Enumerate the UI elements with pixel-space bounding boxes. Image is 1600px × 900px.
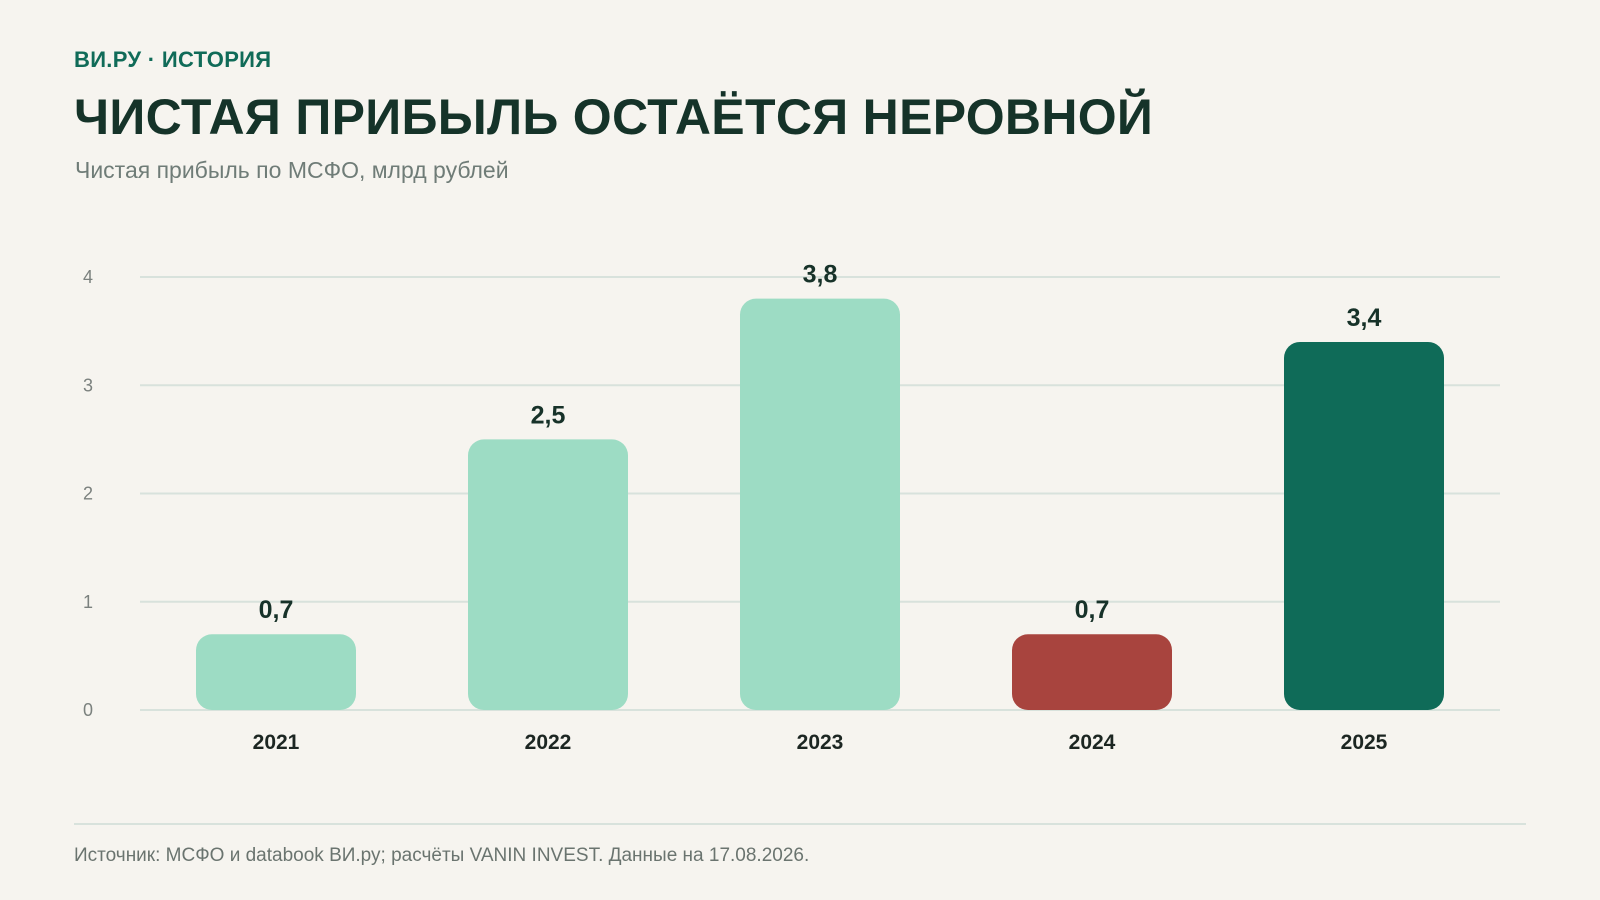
y-tick-label: 0 <box>83 700 93 720</box>
value-label-2022: 2,5 <box>531 401 566 429</box>
chart-title: ЧИСТАЯ ПРИБЫЛЬ ОСТАЁТСЯ НЕРОВНОЙ <box>74 89 1154 145</box>
bar-2023 <box>740 298 900 710</box>
chart-subtitle: Чистая прибыль по МСФО, млрд рублей <box>75 157 509 183</box>
y-tick-label: 4 <box>83 267 93 287</box>
value-label-2025: 3,4 <box>1347 304 1382 332</box>
x-label-2024: 2024 <box>1069 731 1116 754</box>
x-axis-labels: 2021 2022 2023 2024 2025 <box>253 731 1388 754</box>
x-label-2023: 2023 <box>797 731 844 754</box>
source-note: Источник: МСФО и databook ВИ.ру; расчёты… <box>74 845 810 866</box>
footer-divider <box>74 823 1526 825</box>
y-axis-ticks: 0 1 2 3 4 <box>83 267 93 720</box>
y-tick-label: 3 <box>83 375 93 395</box>
x-label-2025: 2025 <box>1341 731 1388 754</box>
value-label-2024: 0,7 <box>1075 596 1110 624</box>
bar-2021 <box>196 634 356 710</box>
bar-2022 <box>468 439 628 710</box>
value-labels: 0,7 2,5 3,8 0,7 3,4 <box>259 261 1382 625</box>
bar-2024 <box>1012 634 1172 710</box>
kicker-label: ВИ.РУ · ИСТОРИЯ <box>74 47 272 72</box>
value-label-2021: 0,7 <box>259 596 294 624</box>
y-tick-label: 1 <box>83 592 93 612</box>
x-label-2022: 2022 <box>525 731 572 754</box>
bar-2025 <box>1284 341 1444 710</box>
y-tick-label: 2 <box>83 484 93 504</box>
value-label-2023: 3,8 <box>803 261 838 289</box>
bars <box>196 298 1444 710</box>
x-label-2021: 2021 <box>253 731 300 754</box>
